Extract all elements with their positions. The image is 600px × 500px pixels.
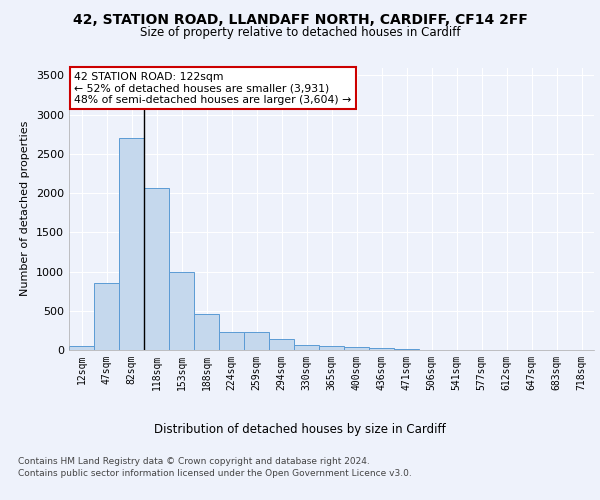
Text: 42 STATION ROAD: 122sqm
← 52% of detached houses are smaller (3,931)
48% of semi: 42 STATION ROAD: 122sqm ← 52% of detache… xyxy=(74,72,352,105)
Bar xyxy=(144,188,169,350)
Y-axis label: Number of detached properties: Number of detached properties xyxy=(20,121,31,296)
Bar xyxy=(244,332,269,350)
Bar xyxy=(269,340,294,350)
Bar xyxy=(169,272,194,350)
Text: 42, STATION ROAD, LLANDAFF NORTH, CARDIFF, CF14 2FF: 42, STATION ROAD, LLANDAFF NORTH, CARDIF… xyxy=(73,12,527,26)
Bar xyxy=(94,284,119,350)
Bar xyxy=(344,348,369,350)
Bar xyxy=(394,349,419,350)
Bar xyxy=(194,314,219,350)
Bar xyxy=(69,346,94,350)
Text: Contains public sector information licensed under the Open Government Licence v3: Contains public sector information licen… xyxy=(18,468,412,477)
Text: Distribution of detached houses by size in Cardiff: Distribution of detached houses by size … xyxy=(154,422,446,436)
Text: Contains HM Land Registry data © Crown copyright and database right 2024.: Contains HM Land Registry data © Crown c… xyxy=(18,458,370,466)
Bar xyxy=(294,345,319,350)
Text: Size of property relative to detached houses in Cardiff: Size of property relative to detached ho… xyxy=(140,26,460,39)
Bar xyxy=(119,138,144,350)
Bar xyxy=(369,348,394,350)
Bar xyxy=(219,332,244,350)
Bar xyxy=(319,346,344,350)
